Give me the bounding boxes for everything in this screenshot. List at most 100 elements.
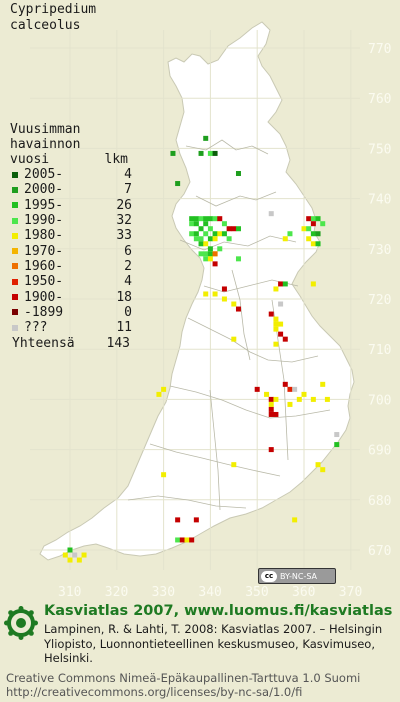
record-square xyxy=(193,236,199,242)
legend-swatch xyxy=(12,263,18,270)
x-tick-label: 330 xyxy=(152,585,175,600)
record-square xyxy=(273,396,279,402)
legend-row-label: 1970- xyxy=(24,243,64,259)
record-square xyxy=(212,231,218,237)
legend-row-count: 4 xyxy=(124,167,132,183)
record-square xyxy=(273,316,279,322)
license-url[interactable]: http://creativecommons.org/licenses/by-n… xyxy=(6,685,303,699)
record-square xyxy=(268,447,274,453)
region-borders xyxy=(127,139,331,511)
record-square xyxy=(268,396,274,402)
record-square xyxy=(198,216,204,222)
record-square xyxy=(67,547,73,553)
legend-row-count: 18 xyxy=(116,289,132,305)
record-square xyxy=(189,231,195,237)
legend-row-count: 6 xyxy=(124,243,132,259)
record-square xyxy=(203,221,209,227)
y-tick-label: 750 xyxy=(368,142,391,157)
record-square xyxy=(189,537,195,543)
record-square xyxy=(254,386,260,392)
species-epithet: calceolus xyxy=(10,18,81,33)
record-square xyxy=(161,386,167,392)
x-tick-label: 340 xyxy=(198,585,221,600)
record-square xyxy=(207,216,213,222)
record-square xyxy=(235,256,241,262)
y-tick-label: 760 xyxy=(368,92,391,107)
record-square xyxy=(278,281,284,287)
record-square xyxy=(231,336,237,342)
record-square xyxy=(324,396,330,402)
legend-swatch xyxy=(12,202,18,209)
record-square xyxy=(264,391,270,397)
record-square xyxy=(278,331,284,337)
record-squares xyxy=(62,135,340,563)
license-line-1: Creative Commons Nimeä-Epäkaupallinen-Ta… xyxy=(6,671,361,685)
record-square xyxy=(179,537,185,543)
record-square xyxy=(217,216,223,222)
cc-icon: cc xyxy=(261,570,277,582)
legend-row-label: -1899 xyxy=(24,304,64,320)
legend-rows: 2005- 4 2000- 7 1995- 26 1990- 32 1980- 33 1970- 6 1… xyxy=(10,167,150,335)
record-square xyxy=(315,462,321,468)
legend-row-count: 7 xyxy=(124,182,132,198)
legend-title-line-1: Vuusimman xyxy=(10,122,81,137)
record-square xyxy=(207,246,213,252)
legend-row-label: 1960- xyxy=(24,258,64,274)
legend-row-label: 1950- xyxy=(24,274,64,290)
legend-row: 1980- 33 xyxy=(10,228,150,243)
record-square xyxy=(268,411,274,417)
record-square xyxy=(320,221,326,227)
record-square xyxy=(315,241,321,247)
record-square xyxy=(203,251,209,257)
legend-row: 1990- 32 xyxy=(10,213,150,228)
y-tick-label: 720 xyxy=(368,293,391,308)
y-tick-label: 740 xyxy=(368,193,391,208)
legend-col-count: lkm xyxy=(104,152,128,167)
legend-row-count: 11 xyxy=(116,320,132,336)
brand-title[interactable]: Kasviatlas 2007, www.luomus.fi/kasviatla… xyxy=(44,603,393,619)
record-square xyxy=(189,221,195,227)
record-square xyxy=(207,226,213,232)
record-square xyxy=(287,401,293,407)
record-square xyxy=(273,286,279,292)
record-square xyxy=(282,236,288,242)
record-square xyxy=(207,150,213,156)
record-square xyxy=(334,442,340,448)
cc-license-badge[interactable]: cc BY-NC-SA xyxy=(258,568,336,584)
record-square xyxy=(193,517,199,523)
record-square xyxy=(301,226,307,232)
y-tick-label: 700 xyxy=(368,393,391,408)
legend-swatch xyxy=(12,171,18,178)
record-square xyxy=(207,251,213,257)
legend-col-year: vuosi xyxy=(10,152,50,167)
legend-row: 1970- 6 xyxy=(10,243,150,259)
record-square xyxy=(315,231,321,237)
legend-row-label: 1980- xyxy=(24,228,64,244)
record-square xyxy=(320,381,326,387)
map-grid xyxy=(30,30,360,570)
record-square xyxy=(175,537,181,543)
record-square xyxy=(212,236,218,242)
y-tick-label: 670 xyxy=(368,544,391,559)
legend-row-label: 1900- xyxy=(24,289,64,305)
record-square xyxy=(203,231,209,237)
record-square xyxy=(198,236,204,242)
legend-swatch xyxy=(12,186,18,193)
record-square xyxy=(189,216,195,222)
record-square xyxy=(235,306,241,312)
record-square xyxy=(217,246,223,252)
record-square xyxy=(273,411,279,417)
record-square xyxy=(273,326,279,332)
x-axis-ticks: 310 320 330 340 350 360 370 xyxy=(58,585,362,600)
record-square xyxy=(282,381,288,387)
y-tick-label: 690 xyxy=(368,444,391,459)
y-tick-label: 730 xyxy=(368,243,391,258)
record-square xyxy=(76,557,82,563)
record-square xyxy=(278,301,284,307)
record-square xyxy=(310,241,316,247)
legend-total: Yhteensä 143 xyxy=(10,336,150,351)
x-tick-label: 370 xyxy=(339,585,362,600)
legend-row: 1960- 2 xyxy=(10,259,150,274)
record-square xyxy=(161,472,167,478)
